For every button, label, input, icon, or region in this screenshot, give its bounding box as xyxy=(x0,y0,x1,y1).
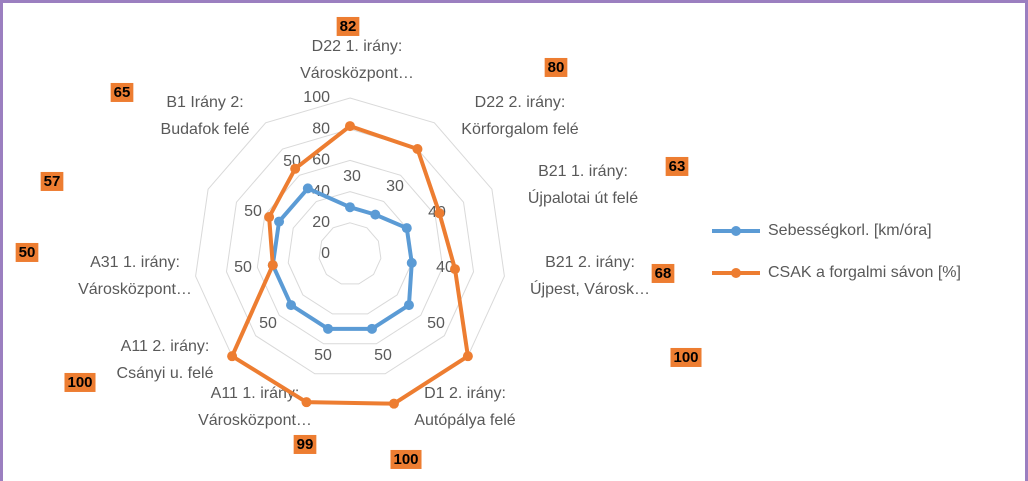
category-label: Budafok felé xyxy=(161,121,250,138)
data-label: 100 xyxy=(393,451,418,468)
data-label: 82 xyxy=(340,18,357,35)
data-label-box xyxy=(665,156,689,176)
series-marker xyxy=(406,257,417,268)
grid-ring xyxy=(287,191,413,315)
grid-ring xyxy=(225,128,475,375)
data-label: 50 xyxy=(314,347,332,364)
series-marker xyxy=(412,144,423,155)
data-label: 50 xyxy=(259,315,277,332)
data-label: 50 xyxy=(244,203,262,220)
data-label-box xyxy=(336,16,360,36)
data-label: 50 xyxy=(234,259,252,276)
data-label-box xyxy=(670,347,702,367)
data-label: 50 xyxy=(19,244,36,261)
legend-marker xyxy=(731,226,741,236)
data-label-box xyxy=(651,263,675,283)
tick-label: 20 xyxy=(312,214,330,231)
data-label-box xyxy=(390,449,422,469)
category-label: A11 1. irány: xyxy=(211,385,300,402)
tick-label: 80 xyxy=(312,120,330,137)
series-marker xyxy=(366,323,377,334)
data-label: 99 xyxy=(297,436,314,453)
data-label-box xyxy=(544,57,568,77)
category-label: B1 Irány 2: xyxy=(166,94,243,111)
series-marker xyxy=(301,397,312,408)
category-label: Városközpont… xyxy=(198,412,312,429)
category-label: A31 1. irány: xyxy=(90,254,180,271)
series-marker xyxy=(274,216,285,227)
series-marker xyxy=(434,208,445,219)
series-line xyxy=(270,186,414,331)
data-label: 65 xyxy=(114,84,131,101)
category-label: Újpest, Városk… xyxy=(530,279,650,298)
data-label: 50 xyxy=(374,347,392,364)
data-label-box xyxy=(110,82,134,102)
series-marker xyxy=(323,323,334,334)
series-marker xyxy=(264,212,275,223)
data-label-box xyxy=(40,171,64,191)
data-label: 100 xyxy=(673,349,698,366)
category-label: Körforgalom felé xyxy=(461,121,578,138)
category-label: D22 1. irány: xyxy=(312,38,403,55)
category-label: A11 2. irány: xyxy=(121,338,210,355)
category-label: Autópálya felé xyxy=(414,412,516,429)
data-label: 30 xyxy=(343,168,361,185)
series-marker xyxy=(370,209,381,220)
data-label: 80 xyxy=(548,59,565,76)
tick-label: 60 xyxy=(312,152,330,169)
data-label: 63 xyxy=(669,158,686,175)
grid-ring xyxy=(256,159,444,345)
grid-ring xyxy=(195,97,505,405)
series-marker xyxy=(345,202,355,213)
series-marker xyxy=(227,351,238,362)
category-label: Csányi u. felé xyxy=(117,365,214,382)
series-marker xyxy=(302,183,313,194)
data-label: 57 xyxy=(44,173,61,190)
category-label: D1 2. irány: xyxy=(424,385,506,402)
series-marker xyxy=(462,351,473,362)
data-label-box xyxy=(293,434,317,454)
series-marker xyxy=(388,398,399,409)
legend-label: Sebességkorl. [km/óra] xyxy=(768,222,932,239)
category-label: D22 2. irány: xyxy=(475,94,566,111)
legend-marker xyxy=(731,268,741,278)
data-label: 100 xyxy=(67,374,92,391)
category-label: Városközpont… xyxy=(78,281,192,298)
series-marker xyxy=(267,260,278,271)
tick-label: 0 xyxy=(321,245,330,262)
series-line xyxy=(230,124,470,406)
category-label: B21 1. irány: xyxy=(538,163,628,180)
series-marker xyxy=(345,121,355,132)
legend-label: CSAK a forgalmi sávon [%] xyxy=(768,264,961,281)
data-label-box xyxy=(64,372,96,392)
data-label: 30 xyxy=(386,178,404,195)
tick-label: 100 xyxy=(303,89,330,106)
series-marker xyxy=(286,300,297,311)
series-marker xyxy=(403,300,414,311)
data-label: 68 xyxy=(655,265,672,282)
data-label-box xyxy=(15,242,39,262)
category-label: Újpalotai út felé xyxy=(528,188,638,207)
series-marker xyxy=(290,163,301,174)
category-label: Városközpont… xyxy=(300,65,414,82)
data-label: 50 xyxy=(427,315,445,332)
category-label: B21 2. irány: xyxy=(545,254,635,271)
series-marker xyxy=(450,264,461,275)
grid-ring xyxy=(318,222,382,285)
data-label: 40 xyxy=(436,259,454,276)
series-marker xyxy=(401,223,412,234)
